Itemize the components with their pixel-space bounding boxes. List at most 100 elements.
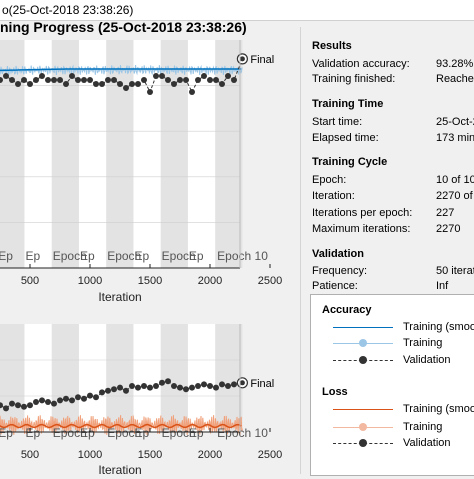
- validation-point: [171, 81, 177, 87]
- x-axis-label: Iteration: [98, 463, 141, 474]
- validation-point: [177, 384, 183, 391]
- validation-point: [57, 397, 63, 404]
- training-cycle-title: Training Cycle: [312, 156, 388, 168]
- iteration-label: Iteration:: [312, 190, 355, 202]
- validation-title: Validation: [312, 248, 364, 260]
- epoch-label: Ep: [25, 426, 40, 440]
- validation-point: [51, 77, 57, 83]
- x-tick-label: 1500: [138, 275, 162, 287]
- legend-acc-smoothed-line: [333, 327, 393, 328]
- validation-point: [135, 384, 141, 391]
- validation-point: [171, 383, 177, 389]
- validation-point: [15, 402, 21, 409]
- validation-point: [231, 381, 237, 388]
- validation-point: [27, 402, 33, 409]
- validation-point: [111, 77, 117, 83]
- legend-loss-validation-label: Validation: [403, 437, 451, 449]
- validation-point: [147, 89, 153, 95]
- validation-point: [63, 81, 69, 87]
- validation-line: [0, 58, 243, 94]
- validation-point: [153, 383, 159, 389]
- validation-point: [57, 77, 63, 83]
- epoch-label: Ep: [189, 249, 204, 263]
- validation-point: [135, 81, 141, 87]
- validation-point: [117, 384, 123, 391]
- validation-point: [39, 73, 45, 79]
- maximum-iterations-value: 2270: [436, 223, 461, 235]
- window-titlebar: o(25-Oct-2018 23:38:26): [0, 0, 474, 21]
- legend-loss-smoothed-line: [333, 409, 393, 410]
- validation-point: [81, 77, 87, 83]
- iterations-per-epoch-label: Iterations per epoch:: [312, 207, 413, 219]
- legend-loss-smoothed-label: Training (smoothe: [403, 403, 474, 415]
- validation-accuracy-value: 93.28%: [436, 58, 474, 70]
- legend-accuracy-title: Accuracy: [322, 304, 372, 316]
- validation-point: [123, 85, 129, 91]
- legend-acc-training-marker: [359, 339, 367, 347]
- epoch-band: [106, 324, 134, 432]
- legend-loss-validation-marker: [359, 439, 367, 447]
- epoch-label: Ep: [134, 426, 149, 440]
- epoch-band: [0, 324, 25, 432]
- validation-point: [93, 394, 99, 401]
- window-title: o(25-Oct-2018 23:38:26): [2, 3, 134, 17]
- legend-acc-smoothed-label: Training (smoothe: [403, 321, 474, 333]
- validation-point: [15, 81, 21, 87]
- validation-point: [201, 73, 207, 79]
- validation-point: [9, 77, 15, 83]
- start-time-label: Start time:: [312, 116, 363, 128]
- epoch-label: Ep: [25, 249, 40, 263]
- validation-point: [165, 77, 171, 83]
- validation-point: [177, 77, 183, 83]
- validation-point: [3, 405, 9, 412]
- validation-point: [9, 400, 15, 407]
- final-marker-inner: [239, 380, 245, 386]
- validation-point: [27, 81, 33, 87]
- validation-point: [99, 81, 105, 87]
- epoch-label: Ep: [189, 426, 204, 440]
- validation-point: [183, 386, 189, 393]
- training-time-title: Training Time: [312, 98, 384, 110]
- validation-point: [51, 400, 57, 407]
- validation-point: [195, 383, 201, 389]
- epoch-label: Epoch 10: [217, 249, 268, 263]
- x-tick-label: 2500: [258, 275, 282, 287]
- validation-point: [75, 77, 81, 83]
- validation-point: [207, 383, 213, 389]
- epoch-label: Ep: [0, 426, 13, 440]
- validation-point: [0, 402, 3, 409]
- validation-point: [183, 77, 189, 83]
- validation-point: [21, 77, 27, 83]
- final-label: Final: [250, 54, 274, 66]
- x-tick-label: 500: [21, 449, 39, 461]
- validation-point: [87, 392, 93, 399]
- epoch-label: Ep: [134, 249, 149, 263]
- epoch-label: Epoch:: [312, 174, 347, 186]
- legend-loss-training-label: Training: [403, 421, 443, 433]
- validation-point: [75, 394, 81, 401]
- validation-point: [93, 81, 99, 87]
- validation-point: [0, 77, 3, 83]
- training-accuracy-line: [0, 64, 243, 76]
- validation-point: [231, 77, 237, 83]
- validation-point: [213, 384, 219, 391]
- validation-point: [87, 77, 93, 83]
- validation-point: [105, 77, 111, 83]
- validation-line: [0, 380, 243, 409]
- validation-point: [213, 77, 219, 83]
- validation-point: [207, 77, 213, 83]
- epoch-label: Ep: [0, 249, 13, 263]
- validation-point: [123, 387, 129, 394]
- validation-accuracy-label: Validation accuracy:: [312, 58, 410, 70]
- legend-panel: Accuracy Training (smoothe Training Vali…: [310, 294, 474, 476]
- epoch-label: Epoch: [53, 426, 87, 440]
- epoch-label: Epoch: [162, 249, 196, 263]
- epoch-band: [160, 40, 188, 268]
- frequency-value: 50 iterati: [436, 265, 474, 277]
- legend-acc-training-label: Training: [403, 337, 443, 349]
- validation-point: [33, 399, 39, 405]
- plots-area: FinalEpEpEpEpochEpEpochEpEpochEpEpoch 10…: [0, 40, 298, 477]
- elapsed-time-value: 173 min: [436, 132, 474, 144]
- epoch-label: Epoch: [107, 249, 141, 263]
- training-finished-label: Training finished:: [312, 73, 396, 85]
